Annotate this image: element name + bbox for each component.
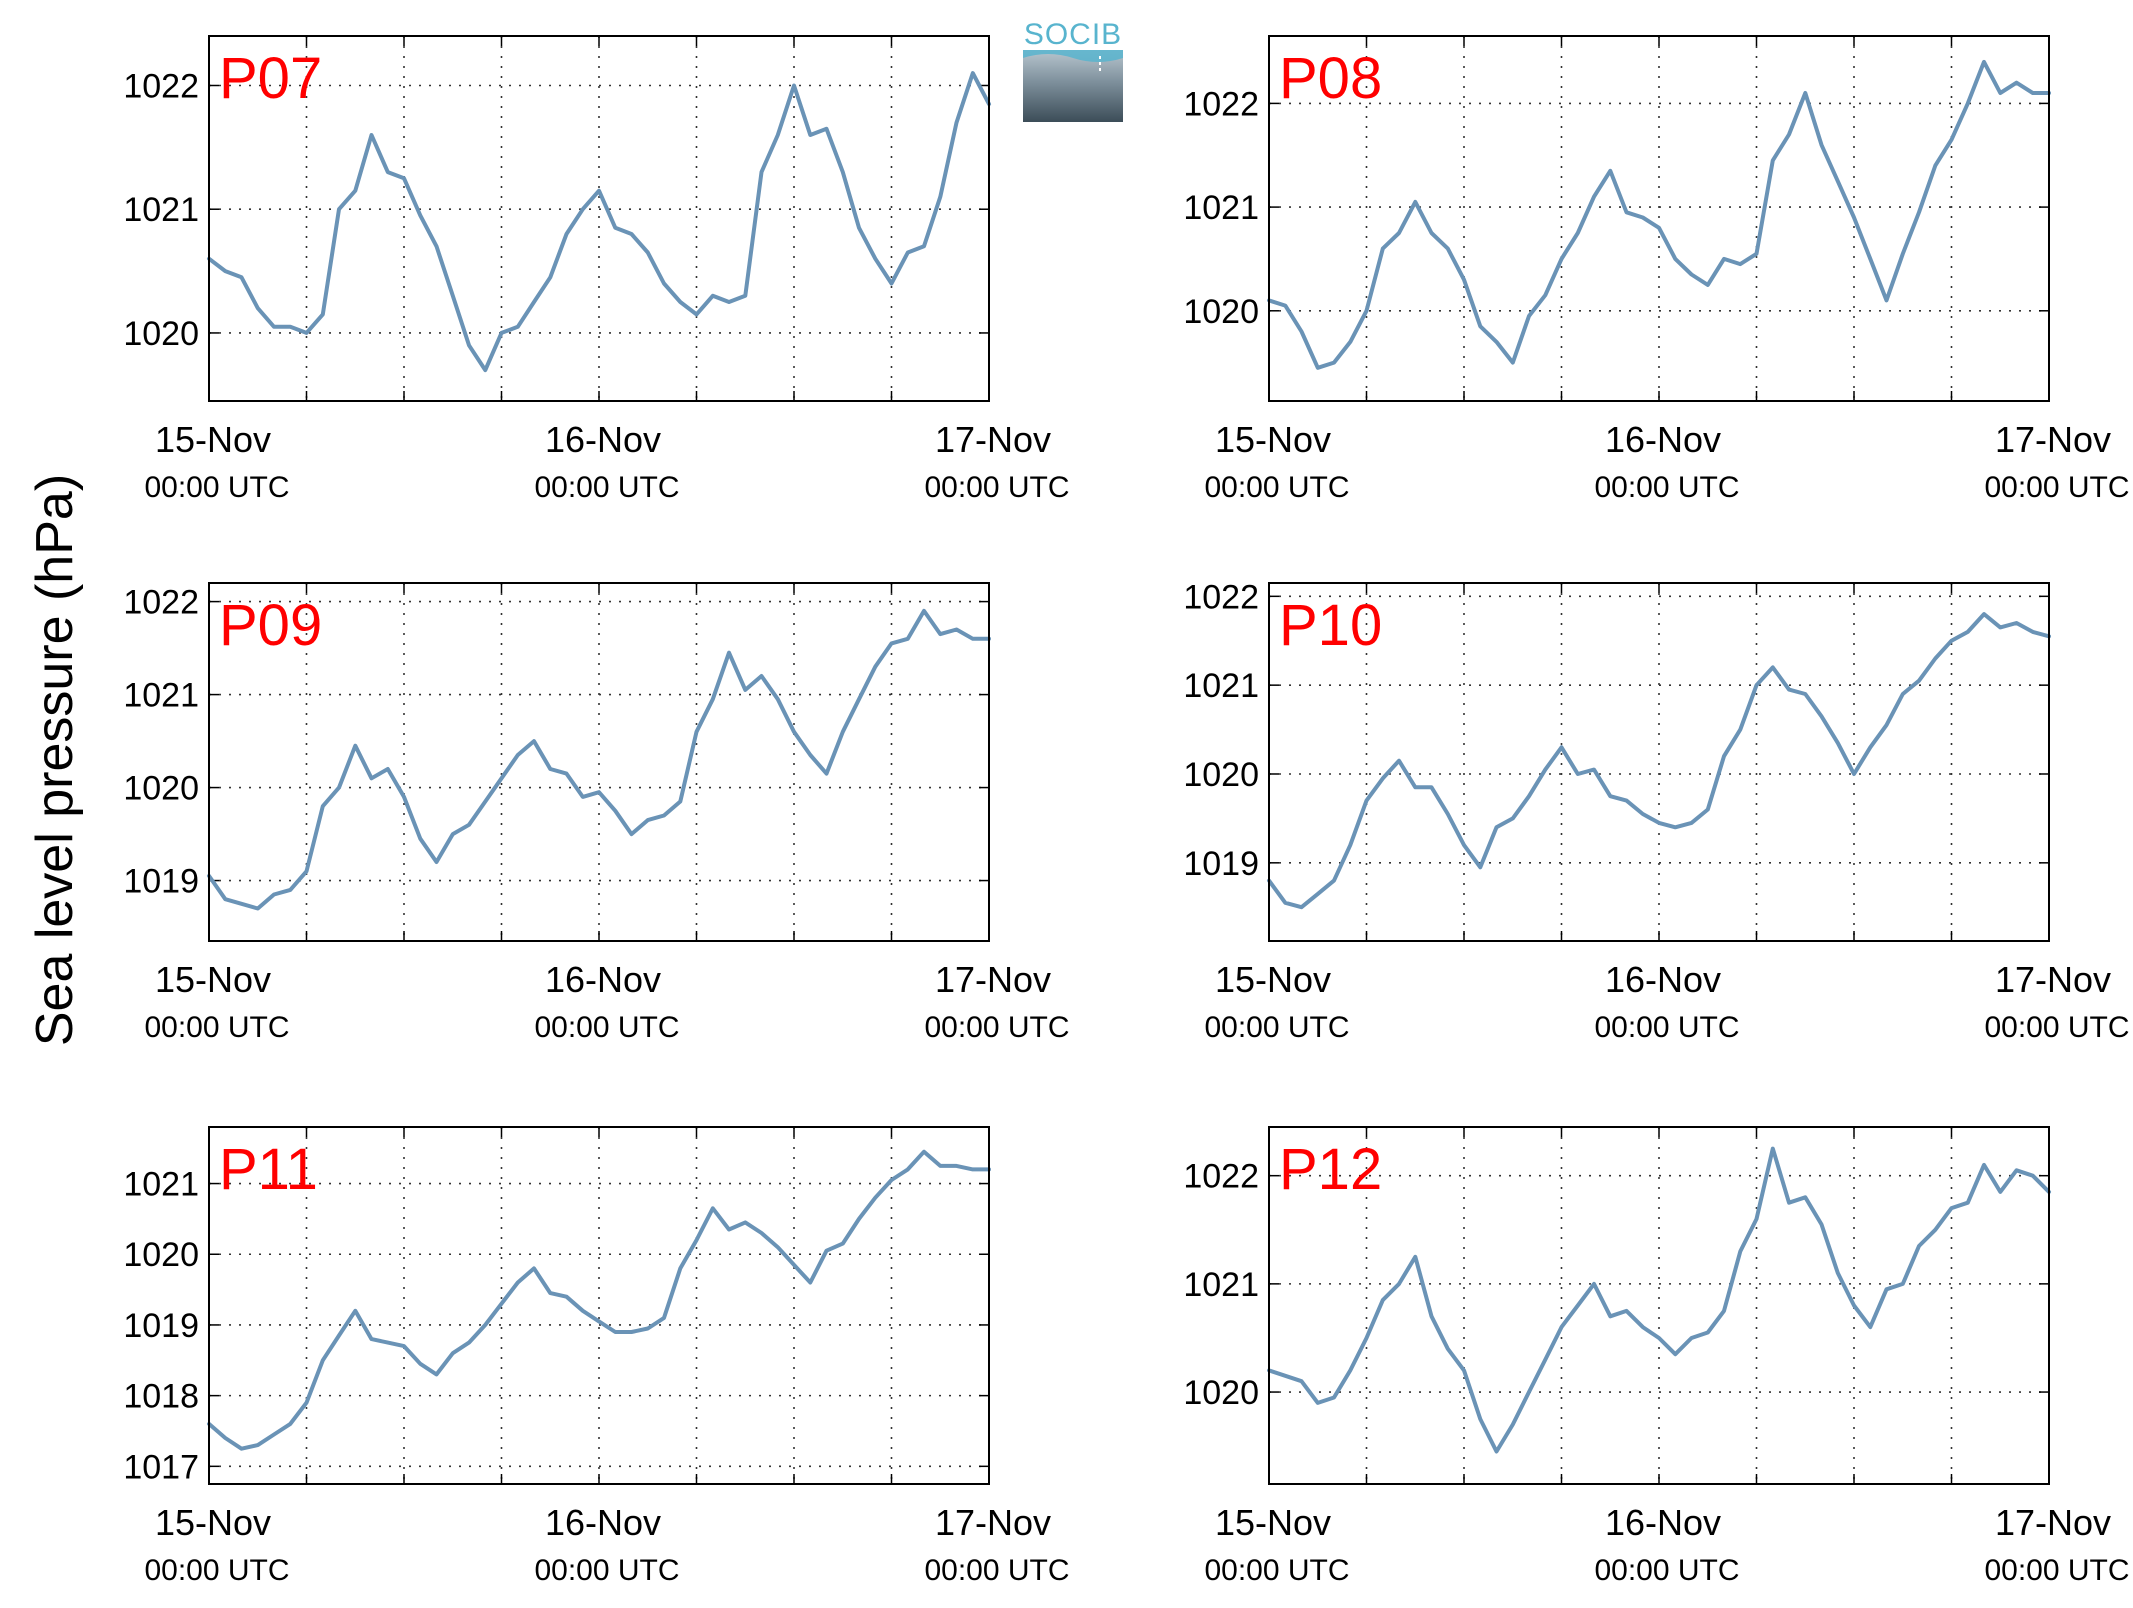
y-tick-label: 1020 xyxy=(123,315,199,353)
y-tick-label: 1021 xyxy=(1183,1266,1259,1304)
x-tick-label-time: 00:00 UTC xyxy=(924,471,1069,504)
x-tick-label-date: 16-Nov xyxy=(1605,959,1721,1000)
pressure-series-line xyxy=(207,71,991,373)
y-tick-label: 1020 xyxy=(1183,756,1259,794)
x-tick-label-time: 00:00 UTC xyxy=(534,1554,679,1587)
chart-panel-p08: 1020 1021 1022 15-Nov 00:00 UTC 16-Nov 00:00 U… xyxy=(1183,35,2130,504)
y-tick-label: 1020 xyxy=(1183,1374,1259,1412)
y-tick-label: 1022 xyxy=(1183,85,1259,123)
x-tick-label-date: 16-Nov xyxy=(545,959,661,1000)
station-label: P10 xyxy=(1279,593,1382,658)
y-tick-label: 1017 xyxy=(123,1448,199,1486)
x-tick-label-time: 00:00 UTC xyxy=(1204,471,1349,504)
chart-panel-p09: 1019 1020 1021 1022 15-Nov 00:00 UTC 16-Nov 00:… xyxy=(123,582,1070,1044)
x-tick-label-date: 17-Nov xyxy=(935,959,1051,1000)
plot-frame xyxy=(1268,35,2050,402)
x-tick-label-date: 16-Nov xyxy=(545,1502,661,1543)
y-tick-label: 1021 xyxy=(1183,667,1259,705)
x-tick-label-date: 17-Nov xyxy=(935,419,1051,460)
station-label: P12 xyxy=(1279,1137,1382,1202)
x-tick-label-time: 00:00 UTC xyxy=(1594,471,1739,504)
y-tick-label: 1022 xyxy=(123,584,199,622)
y-tick-label: 1022 xyxy=(1183,1158,1259,1196)
x-tick-label-time: 00:00 UTC xyxy=(1984,471,2129,504)
plot-frame xyxy=(1268,1126,2050,1485)
plot-frame xyxy=(208,35,990,402)
x-tick-label-date: 17-Nov xyxy=(1995,959,2111,1000)
x-tick-label-time: 00:00 UTC xyxy=(1984,1554,2129,1587)
y-tick-label: 1018 xyxy=(123,1378,199,1416)
y-axis-label: Sea level pressure (hPa) xyxy=(26,474,84,1046)
x-tick-label-date: 17-Nov xyxy=(1995,1502,2111,1543)
socib-logo: SOCIB xyxy=(1023,18,1123,122)
x-tick-label-date: 15-Nov xyxy=(155,959,271,1000)
x-tick-label-time: 00:00 UTC xyxy=(144,471,289,504)
station-label: P11 xyxy=(219,1137,318,1202)
x-tick-label-date: 17-Nov xyxy=(1995,419,2111,460)
logo-wave xyxy=(1023,50,1123,72)
x-tick-label-time: 00:00 UTC xyxy=(924,1554,1069,1587)
y-tick-label: 1021 xyxy=(1183,189,1259,227)
station-label: P08 xyxy=(1279,46,1382,111)
x-tick-label-date: 15-Nov xyxy=(1215,1502,1331,1543)
y-tick-label: 1021 xyxy=(123,1166,199,1204)
y-tick-label: 1020 xyxy=(1183,293,1259,331)
chart-panels: 1020 1021 1022 15-Nov 00:00 UTC 16-Nov 00:00 U… xyxy=(123,35,2130,1587)
pressure-series-line xyxy=(207,608,991,911)
logo-box xyxy=(1023,50,1123,122)
logo-text: SOCIB xyxy=(1023,18,1123,51)
x-tick-label-time: 00:00 UTC xyxy=(534,1011,679,1044)
x-tick-label-date: 15-Nov xyxy=(155,419,271,460)
x-tick-label-date: 16-Nov xyxy=(545,419,661,460)
chart-panel-p12: 1020 1021 1022 15-Nov 00:00 UTC 16-Nov 00:00 U… xyxy=(1183,1126,2130,1587)
y-tick-label: 1019 xyxy=(123,863,199,901)
x-tick-label-time: 00:00 UTC xyxy=(1594,1554,1739,1587)
x-tick-label-date: 16-Nov xyxy=(1605,419,1721,460)
x-tick-label-time: 00:00 UTC xyxy=(144,1011,289,1044)
plot-frame xyxy=(208,1126,990,1485)
chart-panel-p11: 1017 1018 1019 1020 1021 15-Nov 00:00 UTC 16-No… xyxy=(123,1126,1070,1587)
plot-frame xyxy=(208,582,990,942)
plot-frame xyxy=(1268,582,2050,942)
x-tick-label-time: 00:00 UTC xyxy=(534,471,679,504)
pressure-series-line xyxy=(1267,59,2051,370)
y-tick-label: 1022 xyxy=(1183,578,1259,616)
x-tick-label-date: 15-Nov xyxy=(155,1502,271,1543)
x-tick-label-date: 15-Nov xyxy=(1215,419,1331,460)
y-tick-label: 1021 xyxy=(123,677,199,715)
chart-panel-p07: 1020 1021 1022 15-Nov 00:00 UTC 16-Nov 00:00 U… xyxy=(123,35,1070,504)
y-tick-label: 1022 xyxy=(123,67,199,105)
x-tick-label-time: 00:00 UTC xyxy=(1204,1011,1349,1044)
y-tick-label: 1020 xyxy=(123,770,199,808)
x-tick-label-date: 17-Nov xyxy=(935,1502,1051,1543)
station-label: P07 xyxy=(219,46,322,111)
x-tick-label-date: 16-Nov xyxy=(1605,1502,1721,1543)
y-tick-label: 1019 xyxy=(1183,845,1259,883)
x-tick-label-time: 00:00 UTC xyxy=(144,1554,289,1587)
x-tick-label-time: 00:00 UTC xyxy=(1984,1011,2129,1044)
pressure-series-line xyxy=(1267,612,2051,910)
y-tick-label: 1021 xyxy=(123,191,199,229)
chart-panel-p10: 1019 1020 1021 1022 15-Nov 00:00 UTC 16-Nov 00:… xyxy=(1183,578,2129,1044)
x-tick-label-time: 00:00 UTC xyxy=(1204,1554,1349,1587)
y-tick-label: 1020 xyxy=(123,1236,199,1274)
x-tick-label-time: 00:00 UTC xyxy=(1594,1011,1739,1044)
x-tick-label-date: 15-Nov xyxy=(1215,959,1331,1000)
pressure-series-line xyxy=(207,1149,991,1451)
station-label: P09 xyxy=(219,593,322,658)
pressure-series-line xyxy=(1267,1146,2051,1454)
x-tick-label-time: 00:00 UTC xyxy=(924,1011,1069,1044)
y-tick-label: 1019 xyxy=(123,1307,199,1345)
